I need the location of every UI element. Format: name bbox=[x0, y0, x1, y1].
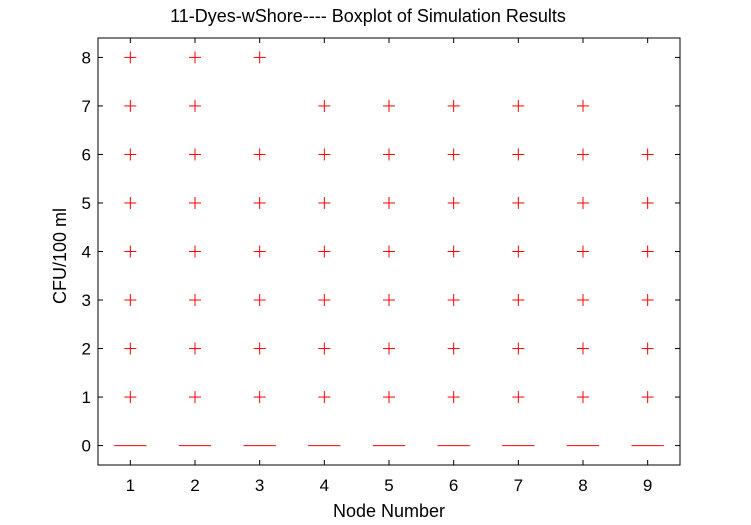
outlier-marker bbox=[512, 294, 525, 307]
y-tick-label: 5 bbox=[82, 194, 91, 213]
outlier-marker bbox=[641, 196, 654, 209]
outlier-marker bbox=[189, 245, 201, 258]
outlier-marker bbox=[124, 51, 137, 64]
x-tick-label: 7 bbox=[514, 476, 523, 495]
outlier-marker bbox=[641, 342, 654, 355]
y-tick-label: 3 bbox=[82, 291, 91, 310]
outlier-marker bbox=[124, 99, 137, 112]
y-tick-label: 0 bbox=[82, 437, 91, 456]
x-tick-label: 2 bbox=[190, 476, 199, 495]
y-tick-label: 2 bbox=[82, 340, 91, 359]
outlier-marker bbox=[641, 391, 654, 404]
y-axis-label: CFU/100 ml bbox=[50, 208, 70, 304]
outlier-marker bbox=[577, 196, 589, 209]
outlier-marker bbox=[253, 245, 266, 258]
outlier-marker bbox=[512, 245, 525, 258]
outlier-marker bbox=[189, 391, 201, 404]
outlier-marker bbox=[253, 148, 266, 161]
outlier-marker bbox=[124, 294, 137, 307]
outlier-marker bbox=[318, 196, 331, 209]
outlier-marker bbox=[447, 391, 460, 404]
y-tick-label: 4 bbox=[82, 243, 91, 262]
x-tick-label: 9 bbox=[643, 476, 652, 495]
outlier-marker bbox=[447, 342, 460, 355]
outlier-marker bbox=[577, 391, 589, 404]
x-tick-label: 1 bbox=[126, 476, 135, 495]
outlier-marker bbox=[189, 196, 201, 209]
outlier-marker bbox=[124, 148, 137, 161]
outlier-marker bbox=[447, 148, 460, 161]
outlier-marker bbox=[318, 391, 331, 404]
outlier-marker bbox=[253, 342, 266, 355]
outlier-marker bbox=[124, 196, 137, 209]
outlier-marker bbox=[447, 99, 460, 112]
outlier-marker bbox=[318, 294, 331, 307]
outlier-marker bbox=[512, 391, 525, 404]
outlier-marker bbox=[577, 342, 589, 355]
outlier-marker bbox=[383, 391, 395, 404]
outlier-marker bbox=[189, 342, 201, 355]
outlier-marker bbox=[383, 245, 395, 258]
outlier-marker bbox=[577, 294, 589, 307]
outlier-marker bbox=[189, 294, 201, 307]
outlier-marker bbox=[124, 391, 137, 404]
outlier-marker bbox=[512, 196, 525, 209]
x-tick-label: 6 bbox=[449, 476, 458, 495]
outlier-marker bbox=[447, 294, 460, 307]
outlier-marker bbox=[318, 99, 331, 112]
y-tick-label: 7 bbox=[82, 97, 91, 116]
outlier-marker bbox=[512, 342, 525, 355]
outlier-marker bbox=[189, 51, 201, 64]
plot-area: 1 2 3 4 5 6 7 8 9 0 1 2 3 4 5 6 7 8 bbox=[82, 37, 681, 495]
outlier-marker bbox=[512, 148, 525, 161]
outlier-marker bbox=[383, 342, 395, 355]
outlier-marker bbox=[253, 391, 266, 404]
outlier-marker bbox=[383, 196, 395, 209]
x-tick-label: 5 bbox=[384, 476, 393, 495]
y-tick-label: 8 bbox=[82, 48, 91, 67]
outlier-marker bbox=[641, 245, 654, 258]
outlier-marker bbox=[253, 196, 266, 209]
outlier-marker bbox=[124, 342, 137, 355]
outlier-marker bbox=[447, 196, 460, 209]
outlier-marker bbox=[189, 148, 201, 161]
y-tick-label: 1 bbox=[82, 388, 91, 407]
x-tick-label: 8 bbox=[578, 476, 587, 495]
outlier-marker bbox=[383, 99, 395, 112]
outlier-marker bbox=[318, 342, 331, 355]
outlier-marker bbox=[318, 148, 331, 161]
outlier-marker bbox=[189, 99, 201, 112]
x-axis-label: Node Number bbox=[333, 501, 445, 521]
outlier-marker bbox=[253, 294, 266, 307]
outlier-marker bbox=[641, 148, 654, 161]
outlier-marker bbox=[383, 294, 395, 307]
outlier-marker bbox=[253, 51, 266, 64]
outlier-marker bbox=[641, 294, 654, 307]
x-tick-label: 3 bbox=[255, 476, 264, 495]
outlier-marker bbox=[124, 245, 137, 258]
y-tick-label: 6 bbox=[82, 145, 91, 164]
outlier-marker bbox=[577, 245, 589, 258]
outlier-marker bbox=[447, 245, 460, 258]
outlier-marker bbox=[318, 245, 331, 258]
outlier-marker bbox=[577, 148, 589, 161]
outlier-marker bbox=[577, 99, 589, 112]
chart-title: 11-Dyes-wShore---- Boxplot of Simulation… bbox=[170, 6, 566, 26]
outlier-marker bbox=[512, 99, 525, 112]
outlier-marker bbox=[383, 148, 395, 161]
x-tick-label: 4 bbox=[320, 476, 329, 495]
